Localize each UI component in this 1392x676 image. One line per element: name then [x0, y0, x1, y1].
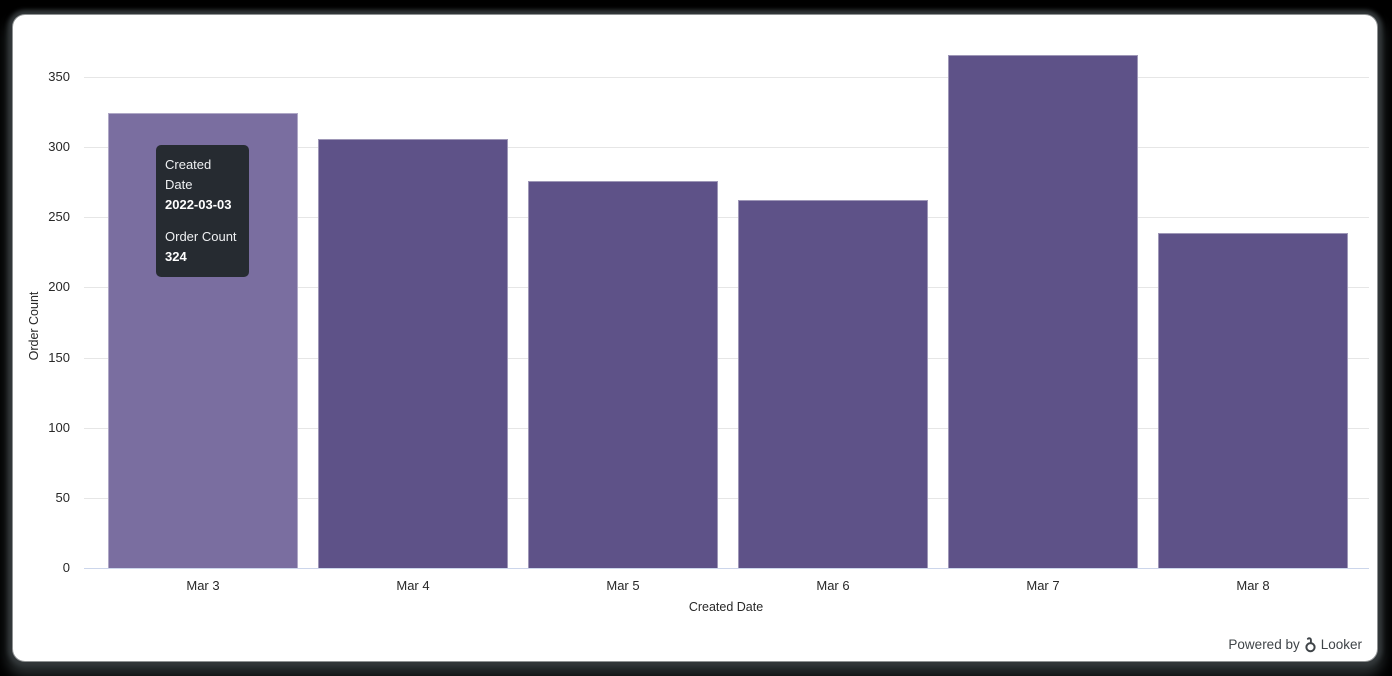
x-tick-label-mar-8: Mar 8 — [1236, 578, 1270, 593]
gridline-250 — [84, 217, 1369, 219]
looker-brand-text: Looker — [1320, 637, 1362, 652]
y-tick-label-150: 150 — [48, 349, 70, 365]
bar-mar-6[interactable] — [738, 200, 928, 568]
tooltip-measure-label: Order Count — [165, 229, 237, 244]
x-tick-label-mar-3: Mar 3 — [186, 578, 220, 593]
bar-mar-8[interactable] — [1158, 232, 1348, 568]
gridline-200 — [84, 287, 1369, 289]
y-tick-label-350: 350 — [48, 68, 70, 84]
x-tick-label-mar-7: Mar 7 — [1026, 578, 1060, 593]
y-tick-label-100: 100 — [48, 419, 70, 435]
x-axis-title: Created Date — [688, 600, 764, 614]
chart-panel: Order Count 0 50 100 150 200 250 300 350 Mar 3 M… — [13, 15, 1377, 661]
y-tick-label-50: 50 — [55, 489, 70, 505]
y-tick-label-0: 0 — [62, 560, 70, 575]
gridline-50 — [84, 497, 1369, 499]
x-tick-label-mar-6: Mar 6 — [816, 578, 850, 593]
powered-by-text: Powered by — [1228, 637, 1300, 652]
y-axis-title: Order Count — [27, 291, 41, 361]
tooltip-dimension-label: Created Date — [165, 157, 212, 192]
x-axis-line — [84, 568, 1369, 569]
powered-by-looker-link[interactable]: Powered by Looker — [1228, 636, 1362, 653]
x-tick-label-mar-5: Mar 5 — [606, 578, 640, 593]
gridline-100 — [84, 427, 1369, 429]
looker-logo-icon — [1305, 637, 1316, 653]
y-tick-label-250: 250 — [48, 209, 70, 225]
tooltip-dimension-value: 2022-03-03 — [165, 197, 232, 212]
bar-mar-4[interactable] — [318, 138, 508, 568]
chart-tooltip: Created Date 2022-03-03 Order Count 324 — [156, 145, 249, 277]
bar-mar-5[interactable] — [528, 180, 718, 568]
gridline-150 — [84, 357, 1369, 359]
y-tick-label-200: 200 — [48, 279, 70, 295]
x-tick-label-mar-4: Mar 4 — [396, 578, 430, 593]
gridline-300 — [84, 147, 1369, 149]
bar-mar-7[interactable] — [948, 54, 1138, 568]
plot-area — [84, 15, 1369, 568]
tooltip-measure-value: 324 — [165, 249, 187, 264]
y-tick-label-300: 300 — [48, 139, 70, 155]
gridline-350 — [84, 76, 1369, 78]
